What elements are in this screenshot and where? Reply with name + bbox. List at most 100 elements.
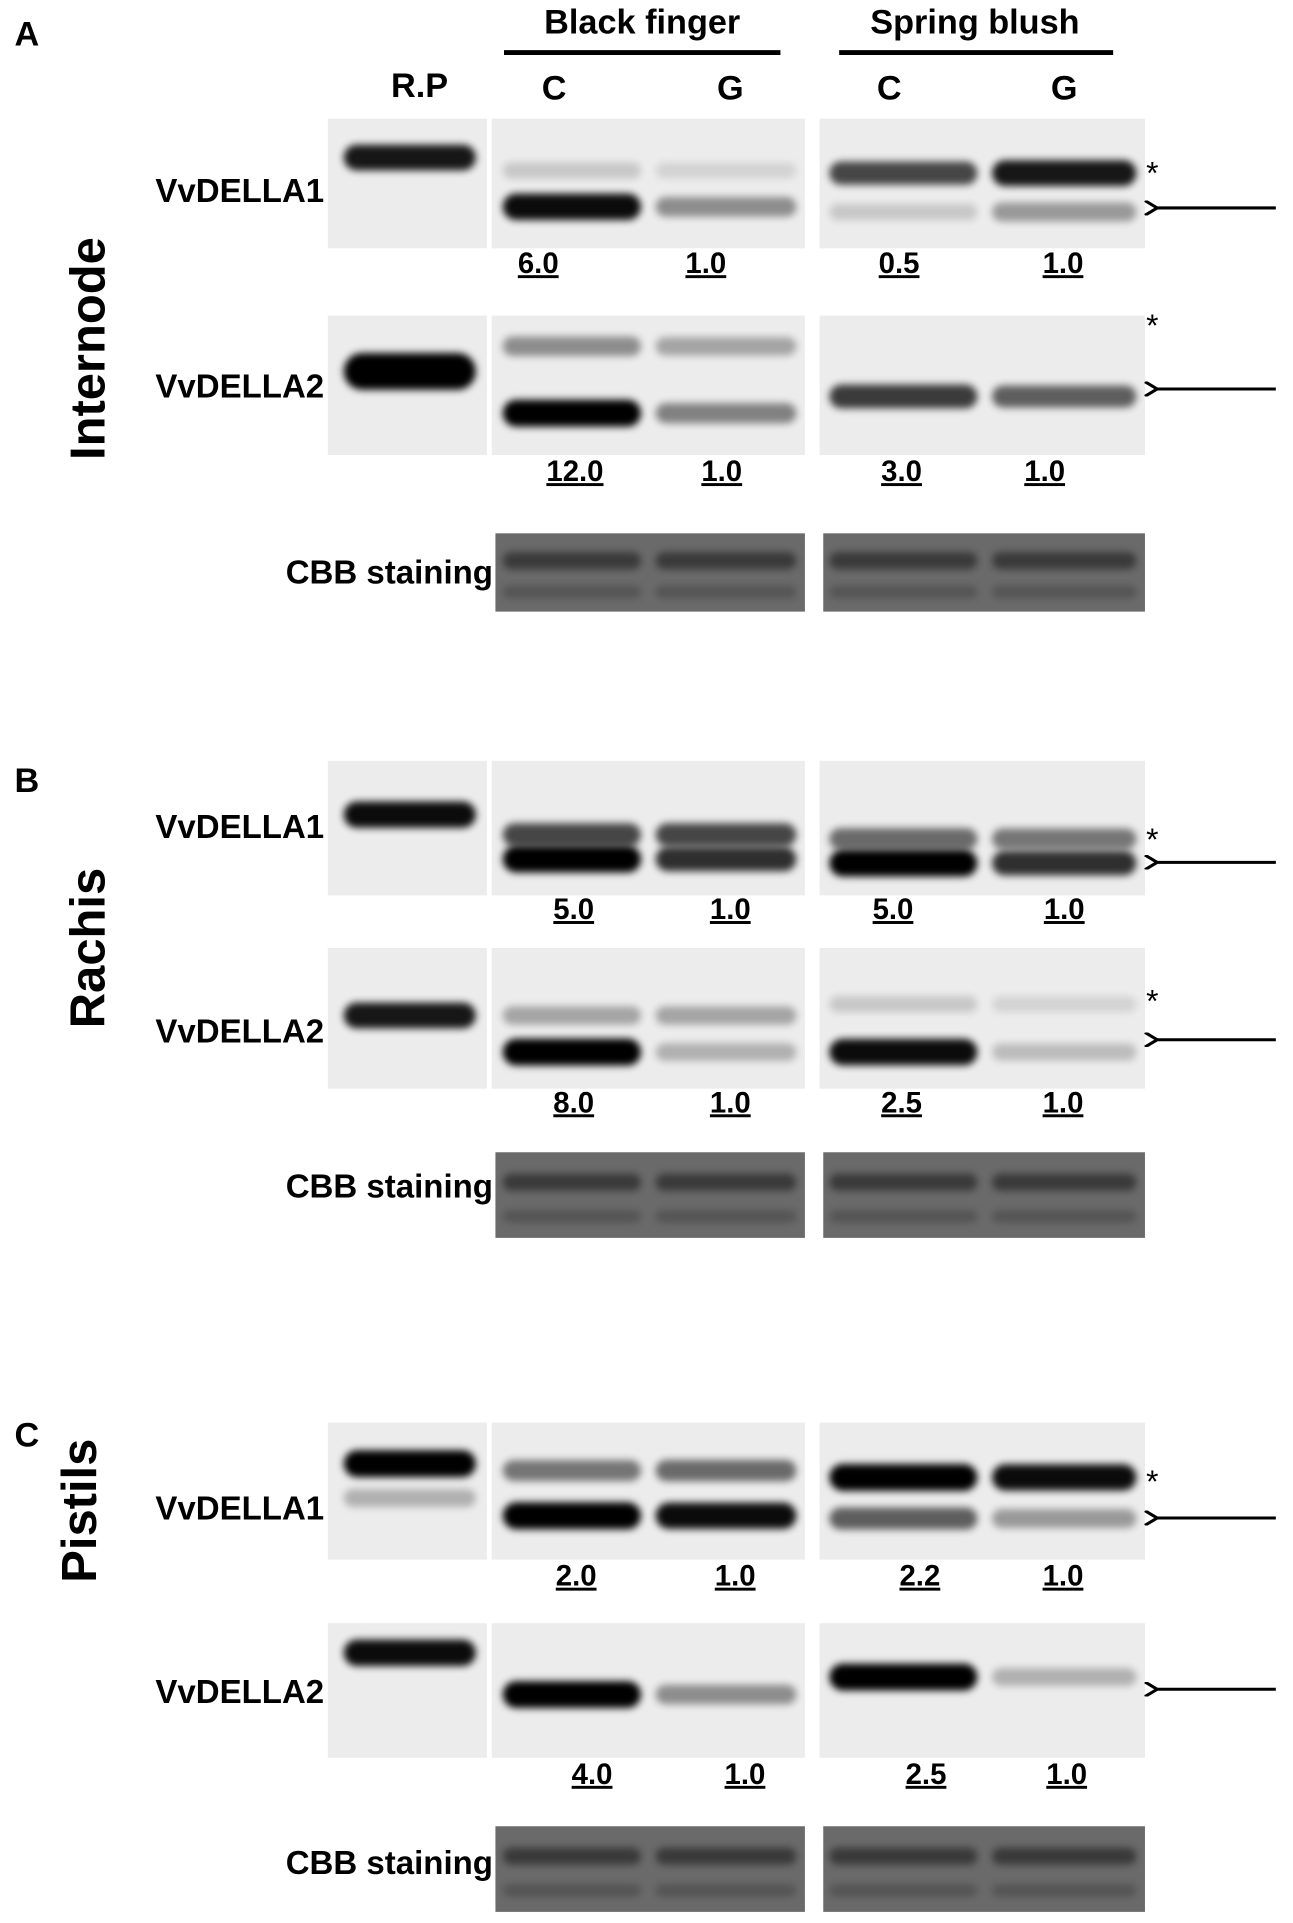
blot bbox=[495, 533, 805, 612]
blot-bg bbox=[823, 533, 1145, 612]
marker: * bbox=[1146, 982, 1158, 1018]
blot-band bbox=[502, 845, 641, 873]
blot-band bbox=[992, 828, 1137, 850]
blot-band bbox=[829, 552, 978, 570]
row-label: VvDELLA1 bbox=[155, 1489, 324, 1526]
blot-band bbox=[343, 1002, 476, 1029]
blot bbox=[327, 947, 487, 1089]
lane-label: G bbox=[1051, 70, 1078, 108]
panel-letter: A bbox=[15, 16, 40, 54]
blot-band bbox=[343, 1450, 476, 1478]
blot-band bbox=[829, 384, 978, 409]
blot-band bbox=[655, 1884, 797, 1897]
blot-band bbox=[655, 197, 797, 217]
blot-band bbox=[655, 1210, 797, 1223]
blot-band bbox=[829, 1663, 978, 1691]
blot-band bbox=[992, 585, 1137, 599]
blot-band bbox=[829, 585, 978, 599]
blot bbox=[491, 1422, 805, 1560]
tissue-label: Rachis bbox=[62, 868, 116, 1028]
quant-value: 2.2 bbox=[899, 1560, 940, 1593]
blot bbox=[491, 1623, 805, 1758]
blot-band bbox=[829, 1507, 978, 1530]
blot-band bbox=[655, 585, 797, 599]
blot-band bbox=[655, 1043, 797, 1061]
quant-value: 3.0 bbox=[881, 455, 922, 488]
blot-band bbox=[829, 161, 978, 185]
blot-band bbox=[655, 1684, 797, 1705]
blot-band bbox=[992, 1847, 1137, 1865]
quant-value: 2.5 bbox=[881, 1086, 922, 1119]
row-label: VvDELLA2 bbox=[155, 1012, 324, 1049]
panel-letter: C bbox=[15, 1416, 40, 1454]
blot-band bbox=[655, 552, 797, 570]
blot bbox=[327, 118, 487, 249]
blot-band bbox=[992, 1043, 1137, 1061]
blot-band bbox=[829, 1210, 978, 1223]
blot-band bbox=[829, 828, 978, 850]
blot-band bbox=[992, 552, 1137, 570]
blot-band bbox=[343, 144, 476, 171]
blot bbox=[491, 760, 805, 896]
blot-band bbox=[343, 1639, 476, 1666]
blot-band bbox=[655, 337, 797, 356]
blot-bg bbox=[819, 947, 1145, 1089]
blot-band bbox=[502, 1173, 641, 1191]
quant-value: 1.0 bbox=[1043, 247, 1084, 280]
blot-band bbox=[655, 403, 797, 424]
blot-band bbox=[502, 162, 641, 179]
quant-value: 8.0 bbox=[553, 1086, 594, 1119]
blot bbox=[819, 1623, 1145, 1758]
blot bbox=[491, 118, 805, 249]
blot-band bbox=[992, 385, 1137, 408]
marker: * bbox=[1146, 821, 1158, 857]
blot-band bbox=[829, 1173, 978, 1191]
blot-band bbox=[502, 1847, 641, 1865]
blot-band bbox=[502, 399, 641, 427]
blot-bg bbox=[327, 118, 487, 249]
quant-value: 1.0 bbox=[1046, 1758, 1087, 1791]
blot bbox=[327, 315, 487, 456]
blot-band bbox=[829, 1847, 978, 1865]
blot-band bbox=[502, 1681, 641, 1708]
blot-band bbox=[655, 1502, 797, 1529]
marker: * bbox=[1146, 154, 1158, 190]
quant-value: 0.5 bbox=[879, 247, 920, 280]
row-label: VvDELLA1 bbox=[155, 808, 324, 845]
blot bbox=[491, 947, 805, 1089]
lane-label: C bbox=[877, 70, 902, 108]
blot bbox=[495, 1152, 805, 1238]
blot-band bbox=[502, 1460, 641, 1481]
tissue-label: Pistils bbox=[53, 1439, 107, 1583]
blot-bg bbox=[823, 1152, 1145, 1238]
blot-bg bbox=[823, 1826, 1145, 1912]
quant-value: 1.0 bbox=[710, 893, 751, 926]
blot-band bbox=[502, 823, 641, 847]
blot-band bbox=[502, 585, 641, 599]
blot-bg bbox=[495, 533, 805, 612]
blot-band bbox=[655, 1006, 797, 1025]
blot-band bbox=[992, 160, 1137, 186]
blot-band bbox=[343, 1489, 476, 1507]
blot bbox=[823, 533, 1145, 612]
blot-band bbox=[502, 336, 641, 357]
quant-value: 6.0 bbox=[518, 247, 559, 280]
blot-bg bbox=[495, 1152, 805, 1238]
blot-band bbox=[829, 996, 978, 1013]
blot-band bbox=[502, 552, 641, 570]
quant-value: 5.0 bbox=[873, 893, 914, 926]
blot-band bbox=[992, 202, 1137, 222]
blot bbox=[819, 315, 1145, 456]
blot bbox=[495, 1826, 805, 1912]
blot-band bbox=[992, 1509, 1137, 1528]
blot-bg bbox=[819, 1422, 1145, 1560]
group-label: Black finger bbox=[544, 4, 740, 42]
group-label: Spring blush bbox=[870, 4, 1079, 42]
quant-value: 1.0 bbox=[701, 455, 742, 488]
quant-value: 1.0 bbox=[1043, 1560, 1084, 1593]
quant-value: 4.0 bbox=[572, 1758, 613, 1791]
blot-band bbox=[829, 849, 978, 877]
row-label: VvDELLA2 bbox=[155, 368, 324, 405]
